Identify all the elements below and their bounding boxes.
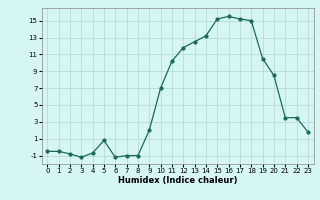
- X-axis label: Humidex (Indice chaleur): Humidex (Indice chaleur): [118, 176, 237, 185]
